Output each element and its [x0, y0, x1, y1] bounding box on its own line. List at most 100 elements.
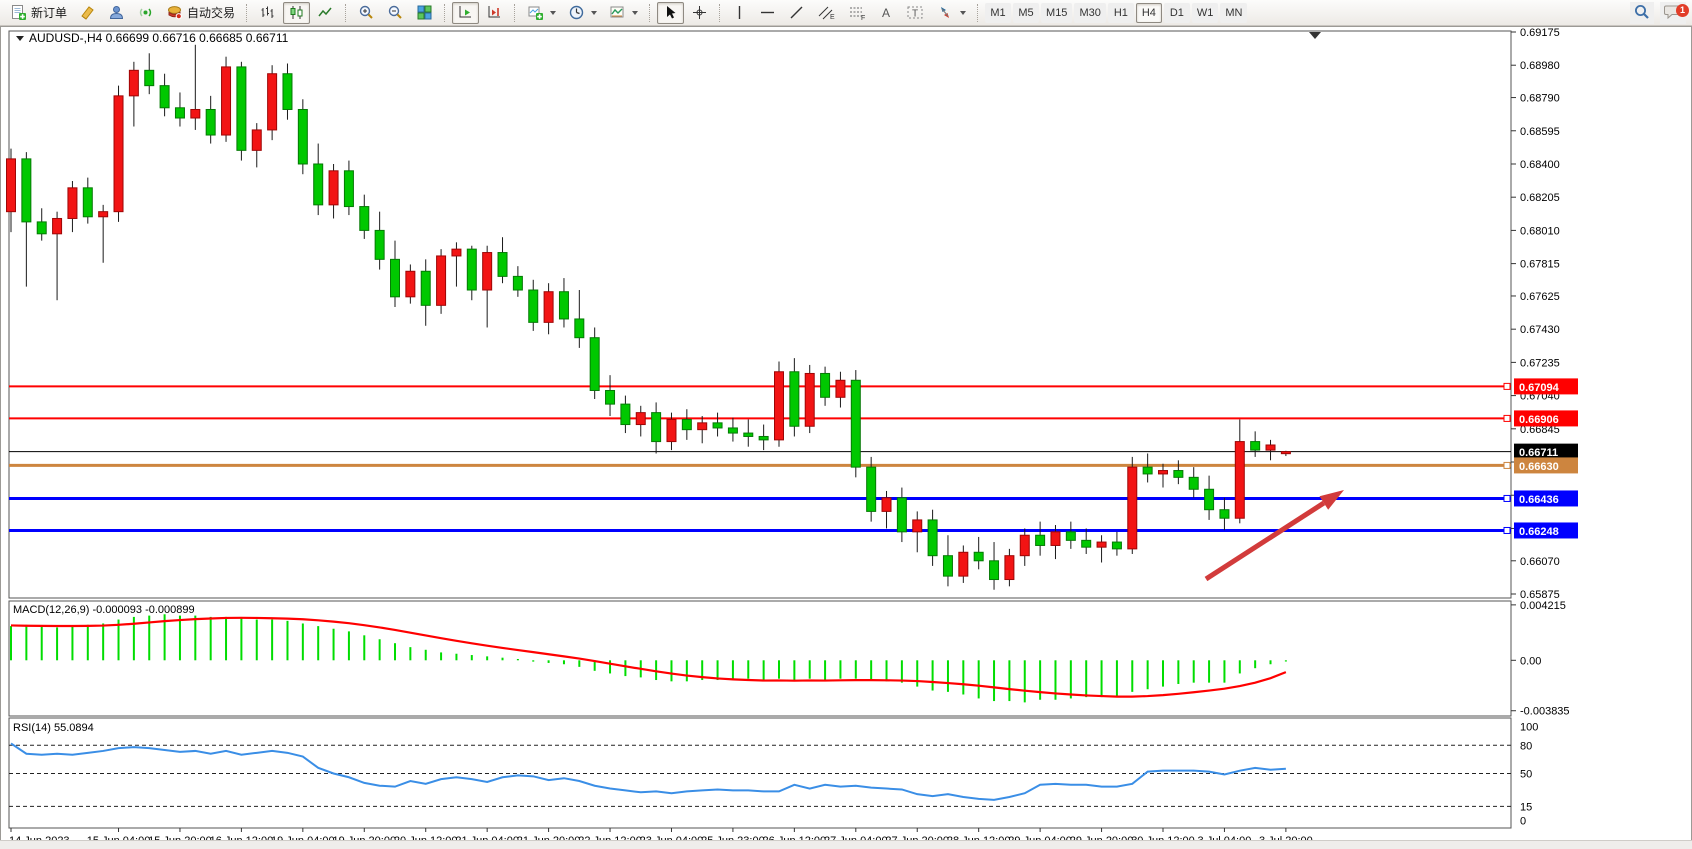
candle-bearish[interactable]: [236, 66, 247, 151]
vertical-line-button[interactable]: [727, 2, 752, 24]
candle-bearish[interactable]: [1188, 476, 1199, 490]
candle-bearish[interactable]: [727, 427, 738, 434]
candle-bearish[interactable]: [1204, 488, 1215, 511]
candle-bearish[interactable]: [620, 403, 631, 426]
candle-bearish[interactable]: [528, 289, 539, 323]
candle-bullish[interactable]: [1096, 541, 1107, 548]
candle-bearish[interactable]: [466, 248, 477, 291]
candle-bullish[interactable]: [835, 379, 846, 398]
community-button[interactable]: [103, 2, 130, 24]
candle-bearish[interactable]: [497, 252, 508, 277]
candle-bearish[interactable]: [681, 418, 692, 431]
metaeditor-button[interactable]: [74, 2, 101, 24]
candle-bullish[interactable]: [1280, 451, 1291, 455]
timeframe-button-m5[interactable]: M5: [1013, 2, 1040, 23]
candle-bearish[interactable]: [789, 371, 800, 427]
candle-bullish[interactable]: [958, 551, 969, 577]
arrows-tool-button[interactable]: [932, 2, 971, 24]
text-tool-button[interactable]: A: [874, 2, 899, 24]
equidistant-channel-button[interactable]: E: [812, 2, 841, 24]
timeframe-button-h1[interactable]: H1: [1107, 2, 1134, 23]
candle-bearish[interactable]: [359, 206, 370, 231]
candle-bearish[interactable]: [820, 372, 831, 398]
tile-windows-button[interactable]: [411, 2, 438, 24]
candle-bearish[interactable]: [512, 275, 523, 291]
horizontal-line-button[interactable]: [754, 2, 781, 24]
templates-button[interactable]: [604, 2, 643, 24]
timeframe-button-m30[interactable]: M30: [1074, 2, 1106, 23]
candle-bearish[interactable]: [205, 108, 216, 136]
timeframe-button-w1[interactable]: W1: [1191, 2, 1219, 23]
candle-bullish[interactable]: [666, 418, 677, 443]
candle-bearish[interactable]: [1219, 509, 1230, 519]
candle-bearish[interactable]: [973, 551, 984, 562]
candle-bearish[interactable]: [605, 389, 616, 405]
symbol-dropdown-icon[interactable]: [16, 36, 24, 41]
periods-button[interactable]: [563, 2, 602, 24]
candle-bullish[interactable]: [881, 497, 892, 512]
candle-bullish[interactable]: [52, 217, 63, 235]
candle-bearish[interactable]: [850, 379, 861, 468]
candle-bearish[interactable]: [1081, 539, 1092, 548]
bar-chart-button[interactable]: [254, 2, 281, 24]
candle-bullish[interactable]: [1265, 444, 1276, 451]
candle-bullish[interactable]: [804, 372, 815, 427]
candle-bearish[interactable]: [36, 221, 47, 235]
candle-bearish[interactable]: [1065, 531, 1076, 541]
zoom-out-button[interactable]: [382, 2, 409, 24]
line-anchor-marker[interactable]: [1503, 414, 1511, 422]
candle-bearish[interactable]: [144, 69, 155, 87]
candle-bearish[interactable]: [374, 229, 385, 260]
candle-bullish[interactable]: [6, 158, 16, 213]
text-label-button[interactable]: T: [901, 2, 930, 24]
candle-bearish[interactable]: [159, 85, 170, 109]
candle-bullish[interactable]: [251, 129, 262, 151]
candle-bearish[interactable]: [1173, 470, 1184, 478]
candle-bearish[interactable]: [1142, 466, 1153, 475]
candle-bullish[interactable]: [98, 211, 109, 218]
timeframe-button-d1[interactable]: D1: [1163, 2, 1190, 23]
candle-bearish[interactable]: [21, 158, 32, 223]
candle-bullish[interactable]: [128, 69, 139, 97]
new-order-button[interactable]: 新订单: [5, 2, 72, 24]
candle-bullish[interactable]: [1234, 441, 1245, 519]
auto-scroll-button[interactable]: [452, 1, 480, 24]
line-anchor-marker[interactable]: [1503, 382, 1511, 390]
signals-button[interactable]: [132, 2, 159, 24]
candle-bearish[interactable]: [896, 497, 907, 533]
candle-bearish[interactable]: [989, 560, 1000, 581]
line-anchor-marker[interactable]: [1503, 461, 1511, 469]
fibonacci-button[interactable]: F: [843, 2, 872, 24]
candle-bullish[interactable]: [774, 371, 784, 441]
crosshair-button[interactable]: [686, 2, 713, 24]
line-anchor-marker[interactable]: [1503, 526, 1511, 534]
candle-bearish[interactable]: [390, 258, 400, 298]
line-chart-button[interactable]: [312, 2, 339, 24]
candle-bearish[interactable]: [1250, 441, 1261, 451]
line-anchor-marker[interactable]: [1503, 494, 1511, 502]
candle-bullish[interactable]: [1004, 555, 1015, 581]
candle-bullish[interactable]: [328, 170, 339, 206]
candle-bullish[interactable]: [482, 252, 493, 291]
chart-canvas[interactable]: 0.69175 0.68980 0.68790 0.68595 0.68400 0.682…: [1, 27, 1692, 849]
candle-bearish[interactable]: [174, 107, 185, 119]
candle-bearish[interactable]: [1035, 534, 1046, 546]
trend-arrow-head[interactable]: [1319, 490, 1344, 510]
candle-bearish[interactable]: [82, 187, 93, 218]
candle-bearish[interactable]: [942, 555, 953, 577]
candle-bearish[interactable]: [743, 432, 754, 437]
candle-bullish[interactable]: [221, 66, 232, 136]
candle-bearish[interactable]: [282, 73, 293, 110]
zoom-in-button[interactable]: [353, 2, 380, 24]
timeframe-button-m1[interactable]: M1: [985, 2, 1012, 23]
candle-bearish[interactable]: [866, 466, 877, 512]
chart-shift-button[interactable]: [481, 2, 508, 24]
candlestick-chart-button[interactable]: [283, 1, 311, 24]
candle-bearish[interactable]: [651, 412, 662, 443]
chart-shift-marker-icon[interactable]: [1309, 32, 1321, 39]
timeframe-button-mn[interactable]: MN: [1220, 2, 1248, 23]
timeframe-button-m15[interactable]: M15: [1041, 2, 1073, 23]
candle-bullish[interactable]: [635, 412, 646, 426]
candle-bearish[interactable]: [297, 108, 308, 165]
candle-bullish[interactable]: [405, 270, 416, 298]
